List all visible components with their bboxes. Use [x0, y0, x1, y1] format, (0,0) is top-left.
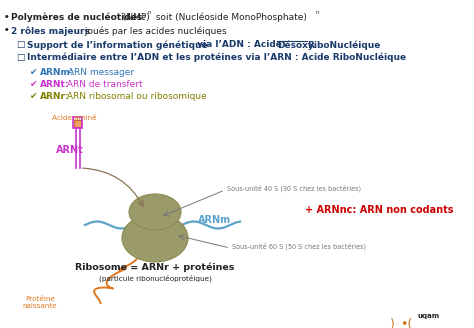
Text: n: n: [316, 10, 319, 15]
Text: n: n: [148, 10, 152, 15]
Text: ARNm: ARNm: [198, 215, 231, 225]
Text: ARNt: ARNt: [56, 145, 84, 155]
Text: Intermédiaire entre l’ADN et les protéines via l’ARN : Acide RiboNucléique: Intermédiaire entre l’ADN et les protéin…: [27, 53, 406, 63]
Ellipse shape: [129, 194, 181, 230]
Text: Protéine
naissante: Protéine naissante: [23, 296, 57, 309]
Text: □: □: [16, 40, 25, 49]
Text: ✔: ✔: [30, 92, 37, 101]
Text: via l’ADN : Acide: via l’ADN : Acide: [194, 40, 285, 49]
Text: Support de l’information génétique: Support de l’information génétique: [27, 40, 208, 50]
Text: ARNt:: ARNt:: [40, 80, 70, 89]
FancyBboxPatch shape: [74, 120, 82, 127]
Text: ARN messager: ARN messager: [65, 68, 134, 77]
Text: RiboNucléique: RiboNucléique: [307, 40, 380, 50]
Text: •: •: [4, 26, 9, 35]
Text: uqam: uqam: [418, 313, 440, 319]
Text: Ribosome = ARNr + protéines: Ribosome = ARNr + protéines: [75, 263, 235, 273]
Text: ARN ribosomal ou ribosomique: ARN ribosomal ou ribosomique: [64, 92, 207, 101]
Text: •(: •(: [400, 318, 412, 328]
Text: •: •: [4, 13, 9, 22]
Text: 2 rôles majeurs: 2 rôles majeurs: [11, 26, 90, 35]
Text: Sous-unité 60 S (50 S chez les bactéries): Sous-unité 60 S (50 S chez les bactéries…: [232, 243, 366, 251]
Text: ✔: ✔: [30, 80, 37, 89]
Text: Polymères de nucléotides:: Polymères de nucléotides:: [11, 13, 146, 23]
Text: (NMP): (NMP): [120, 13, 150, 22]
Ellipse shape: [122, 214, 188, 262]
Text: soit (Nucléoside MonoPhosphate): soit (Nucléoside MonoPhosphate): [153, 13, 307, 23]
Text: ARNr:: ARNr:: [40, 92, 70, 101]
Text: Sous-unité 40 S (30 S chez les bactéries): Sous-unité 40 S (30 S chez les bactéries…: [227, 185, 361, 193]
Text: joués par les acides nucléiques: joués par les acides nucléiques: [82, 26, 227, 35]
Text: + ARNnc: ARN non codants: + ARNnc: ARN non codants: [305, 205, 454, 215]
Text: ARN de transfert: ARN de transfert: [64, 80, 143, 89]
Text: Acide aminé: Acide aminé: [52, 115, 97, 121]
Text: ARNm:: ARNm:: [40, 68, 74, 77]
Text: ): ): [390, 318, 395, 328]
Text: (particule ribonucléoprotéique): (particule ribonucléoprotéique): [99, 275, 211, 282]
Text: ✔: ✔: [30, 68, 37, 77]
Text: Désoxy: Désoxy: [277, 40, 314, 50]
Text: □: □: [16, 53, 25, 62]
